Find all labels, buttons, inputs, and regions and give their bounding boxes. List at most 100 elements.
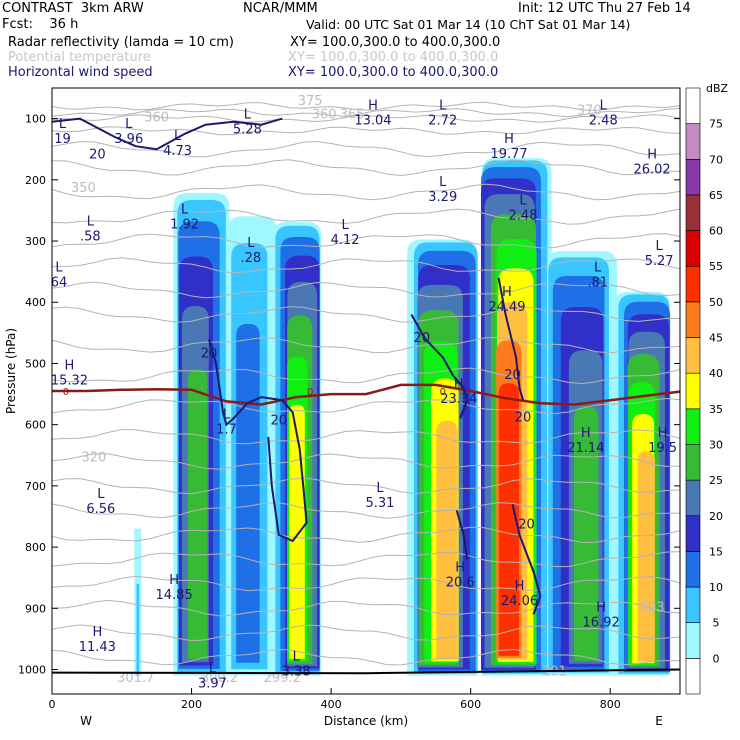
wind-contour	[497, 277, 524, 401]
extremum-value: .81	[587, 276, 608, 291]
extremum-type: H	[92, 625, 102, 640]
extremum-type: L	[55, 261, 63, 276]
wind-contour-label: 20	[414, 331, 431, 346]
colorbar-swatch	[685, 87, 701, 124]
extremum-value: 3.97	[198, 677, 227, 692]
extremum-value: 13.04	[354, 113, 391, 128]
extremum-value: 64	[51, 276, 68, 291]
reflectivity-level	[136, 583, 140, 676]
colorbar-swatch	[685, 658, 701, 695]
east-label: E	[655, 714, 663, 728]
extremum-type: L	[97, 487, 105, 502]
colorbar-label: 0	[713, 652, 720, 665]
extremum-value: 19	[54, 132, 71, 147]
field-reflectivity-name: Radar reflectivity (lamda = 10 cm)	[8, 35, 234, 50]
extremum-value: 26.02	[633, 162, 670, 177]
theta-isoline	[51, 306, 680, 323]
extremum-type: L	[600, 98, 608, 113]
extremum-type: H	[368, 98, 378, 113]
wind-contour	[51, 117, 283, 151]
theta-label: 370	[577, 103, 602, 118]
extremum-type: L	[59, 117, 67, 132]
colorbar-label: 60	[709, 225, 723, 238]
x-tick-label: 400	[321, 698, 342, 711]
storm-cell	[547, 251, 617, 676]
extremum-value: 4.12	[331, 233, 360, 248]
y-tick-label: 700	[25, 480, 46, 493]
y-axis-label: Pressure (hPa)	[4, 328, 18, 414]
extremum-value: .28	[241, 251, 262, 266]
colorbar-swatch	[685, 337, 701, 374]
theta-label: 375	[298, 94, 323, 109]
extremum-type: L	[181, 202, 189, 217]
theta-label: 303	[640, 600, 665, 615]
colorbar-swatch	[685, 622, 701, 659]
extremum-type: L	[341, 218, 349, 233]
y-tick-label: 200	[25, 174, 46, 187]
theta-isoline	[51, 140, 681, 158]
extremum-value: 2.48	[589, 113, 618, 128]
extremum-value: 21.14	[567, 441, 604, 456]
extremum-value: 4.73	[163, 144, 192, 159]
theta-isoline	[51, 502, 681, 519]
theta-label: 299.2	[264, 671, 301, 686]
extremum-type: L	[209, 662, 217, 677]
extremum-value: 5.31	[365, 496, 394, 511]
theta-isoline	[51, 281, 681, 299]
colorbar-swatch	[685, 515, 701, 552]
y-tick-label: 900	[25, 602, 46, 615]
plot-frame	[51, 87, 681, 695]
wind-contour-label: 20	[271, 414, 288, 429]
colorbar-swatch	[685, 479, 701, 517]
colorbar-unit: dBZ	[706, 82, 729, 95]
colorbar-label: 75	[709, 118, 723, 131]
center-name: NCAR/MMM	[243, 1, 318, 16]
colorbar-swatch	[685, 301, 701, 338]
extremum-value: 19.5	[648, 441, 677, 456]
theta-label: 360	[312, 108, 337, 123]
extremum-type: H	[504, 132, 514, 147]
theta-label: 301.7	[117, 671, 154, 686]
freezing-level-label: 0	[440, 387, 446, 398]
extremum-type: L	[125, 117, 133, 132]
theta-isoline	[51, 101, 681, 112]
extremum-type: H	[502, 285, 512, 300]
y-tick-label: 1000	[18, 664, 46, 677]
extremum-type: H	[658, 426, 668, 441]
freezing-level-label: 0	[63, 387, 69, 398]
theta-isoline	[51, 477, 681, 495]
extremum-type: H	[647, 147, 657, 162]
theta-isoline	[51, 526, 681, 544]
theta-isoline	[51, 551, 681, 568]
extremum-type: L	[244, 108, 252, 123]
colorbar-swatch	[685, 265, 701, 303]
theta-isoline	[51, 397, 681, 415]
colorbar-swatch	[685, 444, 701, 481]
reflectivity-level	[289, 404, 305, 659]
x-tick-label: 800	[600, 698, 621, 711]
extremum-value: 15.32	[51, 374, 88, 389]
extremum-type: L	[439, 98, 447, 113]
colorbar-label: 10	[709, 581, 723, 594]
model-title: CONTRAST 3km ARW	[2, 1, 144, 16]
reflectivity-level	[637, 451, 655, 662]
theta-isoline	[51, 183, 681, 201]
field-theta-name: Potential temperature	[8, 50, 151, 65]
theta-label: 320	[81, 450, 106, 465]
theta-isoline	[51, 233, 681, 249]
extremum-type: L	[247, 236, 255, 251]
extremum-type: H	[65, 359, 75, 374]
colorbar-swatch	[685, 551, 701, 588]
extremum-value: 1.92	[170, 217, 199, 232]
freezing-level-label: 0	[307, 387, 313, 398]
extremum-value: 1.7	[216, 423, 237, 438]
reflectivity-level	[574, 406, 599, 661]
extremum-value: 3.38	[282, 664, 311, 679]
theta-isoline	[51, 624, 681, 642]
terrain-line	[51, 668, 681, 675]
extremum-type: H	[515, 579, 525, 594]
colorbar-label: 40	[709, 367, 723, 380]
colorbar-swatch	[685, 408, 701, 445]
theta-isoline	[51, 429, 681, 445]
colorbar-swatch	[685, 586, 701, 624]
